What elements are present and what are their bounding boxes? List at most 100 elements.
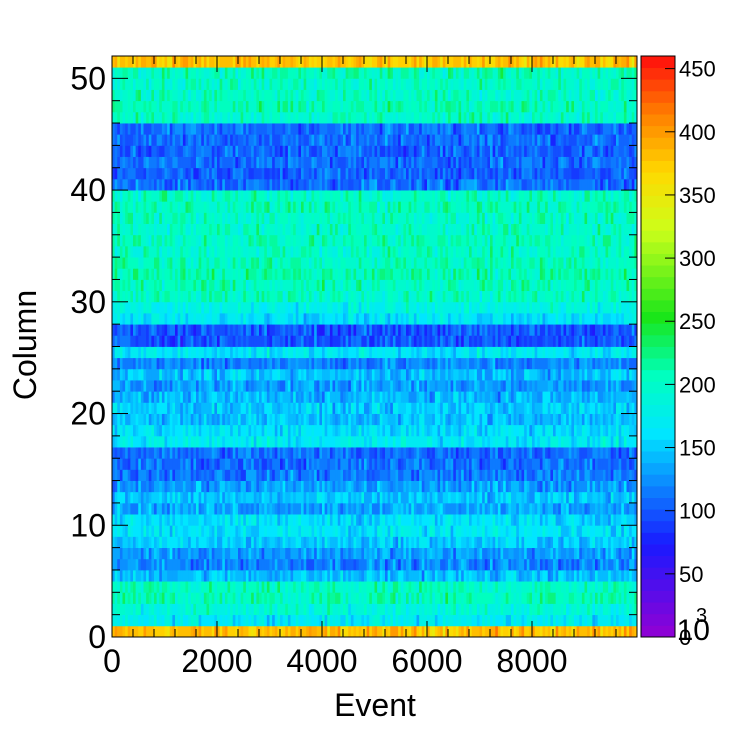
heatmap-cell bbox=[306, 547, 310, 560]
heatmap-cell bbox=[400, 480, 404, 493]
heatmap-cell bbox=[445, 569, 449, 582]
heatmap-cell bbox=[232, 514, 236, 526]
heatmap-cell bbox=[455, 447, 459, 459]
heatmap-cell bbox=[545, 469, 549, 481]
heatmap-cell bbox=[432, 536, 436, 549]
heatmap-cell bbox=[574, 469, 578, 481]
heatmap-cell bbox=[211, 424, 215, 437]
heatmap-cell bbox=[285, 357, 289, 370]
heatmap-cell bbox=[185, 502, 189, 515]
heatmap-cell bbox=[256, 368, 260, 381]
heatmap-cell bbox=[600, 502, 604, 515]
heatmap-cell bbox=[500, 581, 504, 593]
heatmap-cell bbox=[442, 491, 446, 504]
heatmap-cell bbox=[618, 402, 622, 414]
heatmap-cell bbox=[306, 525, 310, 537]
heatmap-cell bbox=[350, 458, 354, 470]
heatmap-cell bbox=[469, 603, 473, 616]
heatmap-cell bbox=[608, 413, 612, 426]
heatmap-cell bbox=[442, 380, 446, 392]
heatmap-cell bbox=[327, 469, 331, 481]
heatmap-cell bbox=[532, 380, 536, 392]
heatmap-cell bbox=[340, 614, 344, 627]
heatmap-cell bbox=[222, 402, 226, 414]
heatmap-cell bbox=[529, 502, 533, 515]
heatmap-cell bbox=[311, 614, 315, 627]
heatmap-cell bbox=[566, 435, 570, 448]
heatmap-cell bbox=[196, 413, 200, 426]
heatmap-cell bbox=[177, 603, 181, 616]
heatmap-cell bbox=[560, 391, 564, 403]
heatmap-cell bbox=[584, 514, 588, 526]
heatmap-cell bbox=[508, 458, 512, 470]
heatmap-cell bbox=[623, 558, 627, 571]
heatmap-cell bbox=[198, 368, 202, 381]
heatmap-cell bbox=[319, 536, 323, 549]
heatmap-cell bbox=[164, 502, 168, 515]
heatmap-cell bbox=[421, 625, 425, 638]
heatmap-cell bbox=[316, 614, 320, 627]
heatmap-cell bbox=[581, 480, 585, 493]
heatmap-cell bbox=[466, 614, 470, 627]
heatmap-cell bbox=[148, 603, 152, 616]
heatmap-cell bbox=[322, 424, 326, 437]
heatmap-cell bbox=[497, 625, 501, 638]
heatmap-cell bbox=[626, 402, 630, 414]
heatmap-cell bbox=[332, 424, 336, 437]
heatmap-cell bbox=[148, 525, 152, 537]
heatmap-cell bbox=[127, 547, 131, 560]
heatmap-cell bbox=[448, 357, 452, 370]
heatmap-cell bbox=[497, 592, 501, 604]
heatmap-cell bbox=[138, 625, 142, 638]
heatmap-cell bbox=[366, 581, 370, 593]
heatmap-cell bbox=[379, 413, 383, 426]
heatmap-cell bbox=[455, 525, 459, 537]
heatmap-cell bbox=[613, 357, 617, 370]
heatmap-cell bbox=[180, 435, 184, 448]
heatmap-cell bbox=[348, 391, 352, 403]
heatmap-cell bbox=[377, 435, 381, 448]
heatmap-cell bbox=[127, 368, 131, 381]
heatmap-cell bbox=[568, 547, 572, 560]
heatmap-cell bbox=[390, 402, 394, 414]
heatmap-cell bbox=[555, 447, 559, 459]
heatmap-cell bbox=[366, 380, 370, 392]
heatmap-cell bbox=[377, 625, 381, 638]
heatmap-cell bbox=[272, 435, 276, 448]
heatmap-cell bbox=[563, 391, 567, 403]
heatmap-cell bbox=[316, 592, 320, 604]
heatmap-cell bbox=[293, 581, 297, 593]
heatmap-cell bbox=[319, 558, 323, 571]
heatmap-cell bbox=[432, 581, 436, 593]
heatmap-cell bbox=[463, 558, 467, 571]
heatmap-cell bbox=[400, 458, 404, 470]
heatmap-cell bbox=[539, 357, 543, 370]
heatmap-cell bbox=[437, 614, 441, 627]
heatmap-cell bbox=[169, 413, 173, 426]
heatmap-cell bbox=[529, 413, 533, 426]
heatmap-cell bbox=[631, 447, 635, 459]
heatmap-cell bbox=[206, 435, 210, 448]
heatmap-cell bbox=[500, 592, 504, 604]
heatmap-cell bbox=[476, 625, 480, 638]
heatmap-cell bbox=[511, 357, 515, 370]
heatmap-cell bbox=[568, 569, 572, 582]
heatmap-cell bbox=[508, 491, 512, 504]
heatmap-cell bbox=[608, 558, 612, 571]
heatmap-cell bbox=[277, 435, 281, 448]
heatmap-cell bbox=[616, 592, 620, 604]
heatmap-cell bbox=[610, 514, 614, 526]
heatmap-cell bbox=[327, 547, 331, 560]
heatmap-cell bbox=[322, 368, 326, 381]
heatmap-cell bbox=[343, 480, 347, 493]
heatmap-cell bbox=[608, 402, 612, 414]
heatmap-cell bbox=[269, 614, 273, 627]
heatmap-cell bbox=[416, 558, 420, 571]
heatmap-cell bbox=[256, 413, 260, 426]
heatmap-cell bbox=[169, 525, 173, 537]
heatmap-cell bbox=[316, 357, 320, 370]
heatmap-cell bbox=[579, 391, 583, 403]
heatmap-cell bbox=[437, 469, 441, 481]
heatmap-cell bbox=[390, 625, 394, 638]
heatmap-cell bbox=[555, 491, 559, 504]
